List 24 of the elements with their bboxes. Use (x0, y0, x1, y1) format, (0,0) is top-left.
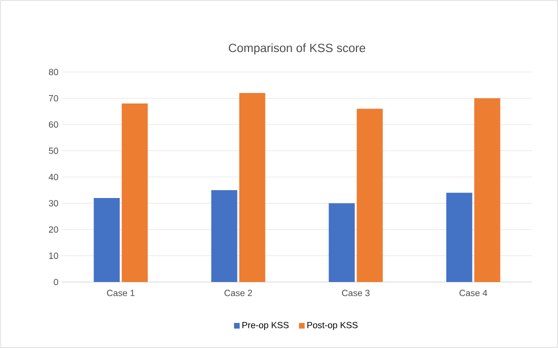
bar (328, 203, 355, 282)
bar (446, 192, 472, 282)
y-tick-label: 60 (48, 121, 58, 128)
x-tick-label: Case 4 (460, 290, 488, 296)
y-tick-label: 10 (49, 252, 58, 259)
bar (122, 104, 148, 282)
legend-label: Post-op KSS (307, 322, 358, 330)
bar (211, 190, 238, 282)
y-tick-label: 20 (48, 226, 58, 233)
x-tick-label: Case 3 (342, 290, 370, 296)
x-tick-label: Case 1 (107, 290, 135, 296)
x-tick-label: Case 2 (224, 290, 252, 296)
bar (94, 198, 120, 282)
y-tick-label: 70 (48, 95, 58, 102)
y-tick-label: 50 (48, 148, 58, 154)
y-tick-label: 30 (48, 200, 58, 206)
y-tick-label: 0 (54, 278, 58, 286)
bar (474, 98, 500, 282)
legend-label: Pre-op KSS (242, 322, 289, 330)
bar (356, 108, 383, 282)
bar (239, 93, 266, 282)
chart-title: Comparison of KSS score (228, 43, 366, 55)
y-tick-label: 40 (48, 174, 58, 180)
y-tick-label: 80 (48, 68, 58, 76)
